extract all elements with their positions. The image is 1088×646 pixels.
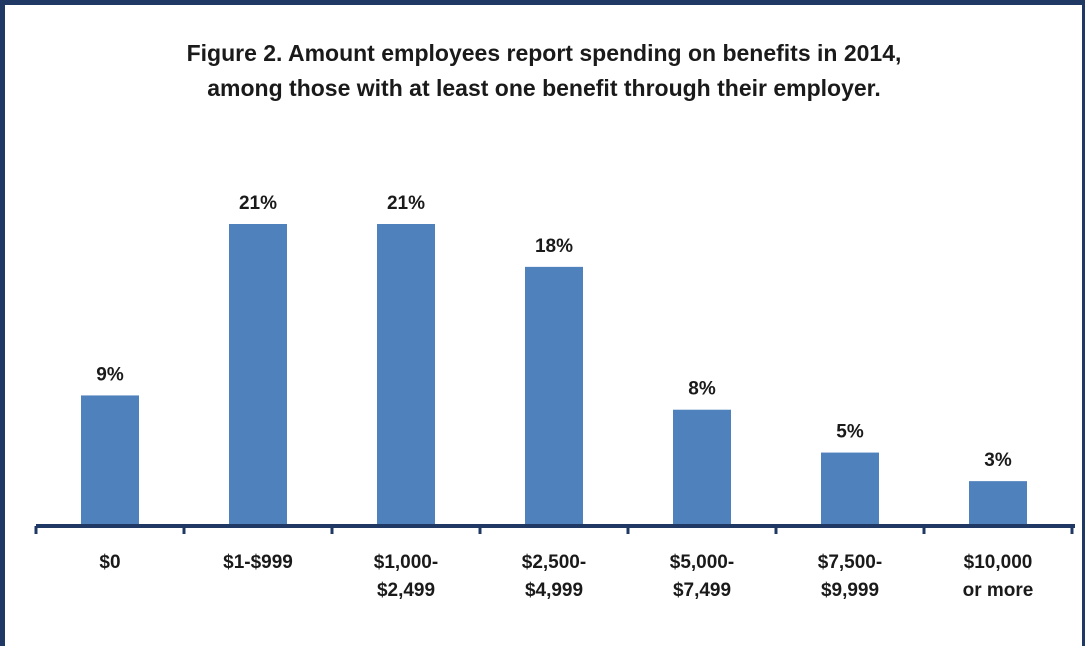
- bar-2: [377, 224, 435, 524]
- bar-5: [821, 452, 879, 524]
- x-tick-label-3-line-2: $4,999: [525, 580, 583, 601]
- x-tick-label-6-line-1: $10,000: [964, 552, 1033, 573]
- bar-1: [229, 224, 287, 524]
- data-label-3: 18%: [535, 236, 573, 257]
- bar-4: [673, 409, 731, 524]
- bar-6: [969, 481, 1027, 524]
- data-label-1: 21%: [239, 193, 277, 214]
- data-label-5: 5%: [836, 422, 864, 443]
- data-label-6: 3%: [984, 450, 1012, 471]
- data-label-0: 9%: [96, 364, 124, 385]
- bar-3: [525, 266, 583, 524]
- chart-title: Figure 2. Amount employees report spendi…: [0, 36, 1088, 106]
- x-tick-label-4-line-2: $7,499: [673, 580, 731, 601]
- x-tick-label-4-line-1: $5,000-: [670, 552, 734, 573]
- x-tick-label-2-line-2: $2,499: [377, 580, 435, 601]
- data-label-2: 21%: [387, 193, 425, 214]
- bar-0: [81, 395, 139, 524]
- x-tick-label-3-line-1: $2,500-: [522, 552, 586, 573]
- chart-title-line-1: Figure 2. Amount employees report spendi…: [186, 40, 902, 66]
- x-tick-label-6-line-2: or more: [963, 580, 1034, 601]
- x-tick-label-0: $0: [99, 552, 120, 573]
- x-tick-label-1: $1-$999: [223, 552, 293, 573]
- x-tick-label-2-line-1: $1,000-: [374, 552, 438, 573]
- chart-title-line-2: among those with at least one benefit th…: [207, 75, 881, 101]
- x-tick-label-5-line-1: $7,500-: [818, 552, 882, 573]
- data-label-4: 8%: [688, 379, 716, 400]
- x-tick-label-5-line-2: $9,999: [821, 580, 879, 601]
